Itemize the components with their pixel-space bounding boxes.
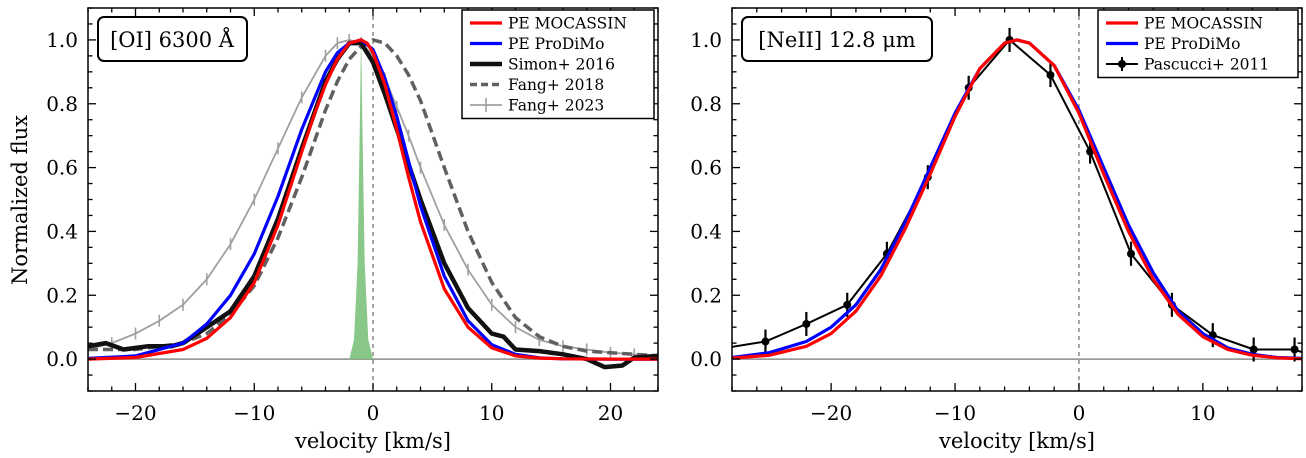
- data-point: [722, 344, 730, 352]
- x-tick-label: 0: [1073, 401, 1086, 425]
- x-tick-label: −20: [810, 401, 852, 425]
- series-fang-2018: [88, 38, 658, 358]
- panel-oi: −20 −10 0 10 20 0.0 0.2 0.4 0.6 0.8 1.0 velocity […: [8, 7, 659, 453]
- x-tick-label: −10: [233, 401, 275, 425]
- panel-label: [OI] 6300 Å: [110, 27, 235, 52]
- y-tick-label: 0.0: [690, 347, 722, 371]
- series-model-line: [349, 30, 373, 360]
- legend-label: Fang+ 2018: [508, 76, 604, 94]
- y-tick-label: 0.6: [690, 156, 722, 180]
- legend-label: Simon+ 2016: [508, 56, 615, 74]
- legend-label: Pascucci+ 2011: [1144, 56, 1269, 74]
- x-tick-label: 0: [367, 401, 380, 425]
- legend-item: PE ProDiMo: [1106, 35, 1240, 53]
- x-tick-label: 10: [1190, 401, 1215, 425]
- y-tick-label: 0.4: [690, 219, 722, 243]
- legend-label: PE MOCASSIN: [1144, 15, 1263, 33]
- legend-label: PE ProDiMo: [508, 35, 604, 53]
- x-tick-label: −10: [934, 401, 976, 425]
- x-tick-label: 20: [598, 401, 623, 425]
- series-pe-mocassin: [732, 38, 1302, 361]
- y-tick-label: 1.0: [690, 28, 722, 52]
- panel-label-box: [OI] 6300 Å: [97, 16, 248, 62]
- series-pe-prodimo: [732, 38, 1302, 360]
- legend-item: Pascucci+ 2011: [1106, 56, 1269, 74]
- y-axis-label: Normalized flux: [8, 115, 32, 285]
- series-fill: [349, 30, 373, 360]
- panel-label: [NeII] 12.8 μm: [758, 28, 916, 52]
- data-point: [761, 337, 770, 346]
- data-point: [1249, 345, 1258, 354]
- series-pe-mocassin: [88, 38, 658, 361]
- series-line: [732, 38, 1302, 354]
- y-tick-label: 0.8: [46, 92, 78, 116]
- legend-label: Fang+ 2023: [508, 97, 604, 115]
- y-tick-label: 0.0: [46, 347, 78, 371]
- series-line: [732, 38, 1302, 360]
- y-tick-label: 0.2: [46, 283, 78, 307]
- data-point: [1127, 249, 1135, 258]
- legend-swatch: [1118, 60, 1126, 68]
- legend-item: Simon+ 2016: [470, 56, 615, 74]
- y-tick-label: 0.2: [690, 283, 722, 307]
- x-tick-label: 10: [479, 401, 504, 425]
- data-point: [843, 300, 852, 309]
- legend-label: PE ProDiMo: [1144, 35, 1240, 53]
- legend-label: PE MOCASSIN: [508, 15, 627, 33]
- y-tick-label: 0.6: [46, 156, 78, 180]
- x-axis-label: velocity [km/s]: [294, 429, 451, 453]
- y-tick-label: 1.0: [46, 28, 78, 52]
- panel-neii: −20 −10 0 10 0.0 0.2 0.4 0.6 0.8 1.0 velocity [km…: [690, 7, 1303, 453]
- data-point: [802, 319, 811, 328]
- series-line: [88, 38, 658, 361]
- y-tick-label: 0.8: [690, 92, 722, 116]
- data-point: [1046, 71, 1055, 80]
- series-pascucci-2011: [722, 27, 1302, 362]
- y-tick-label: 0.4: [46, 219, 78, 243]
- legend-item: PE MOCASSIN: [1106, 15, 1263, 33]
- data-point: [1290, 345, 1299, 354]
- series-line: [88, 38, 658, 358]
- legend-item: Fang+ 2023: [470, 97, 604, 115]
- panel-label-box: [NeII] 12.8 μm: [741, 16, 933, 62]
- x-axis-label: velocity [km/s]: [938, 429, 1095, 453]
- x-tick-label: −20: [114, 401, 156, 425]
- legend: PE MOCASSIN PE ProDiMo Pascucci+ 2011: [1097, 9, 1299, 79]
- legend-item: Fang+ 2018: [470, 76, 604, 94]
- legend-item: PE ProDiMo: [470, 35, 604, 53]
- legend: PE MOCASSIN PE ProDiMo Simon+ 2016 Fang+ 20…: [461, 9, 655, 120]
- legend-item: PE MOCASSIN: [470, 15, 627, 33]
- series-line: [732, 38, 1302, 361]
